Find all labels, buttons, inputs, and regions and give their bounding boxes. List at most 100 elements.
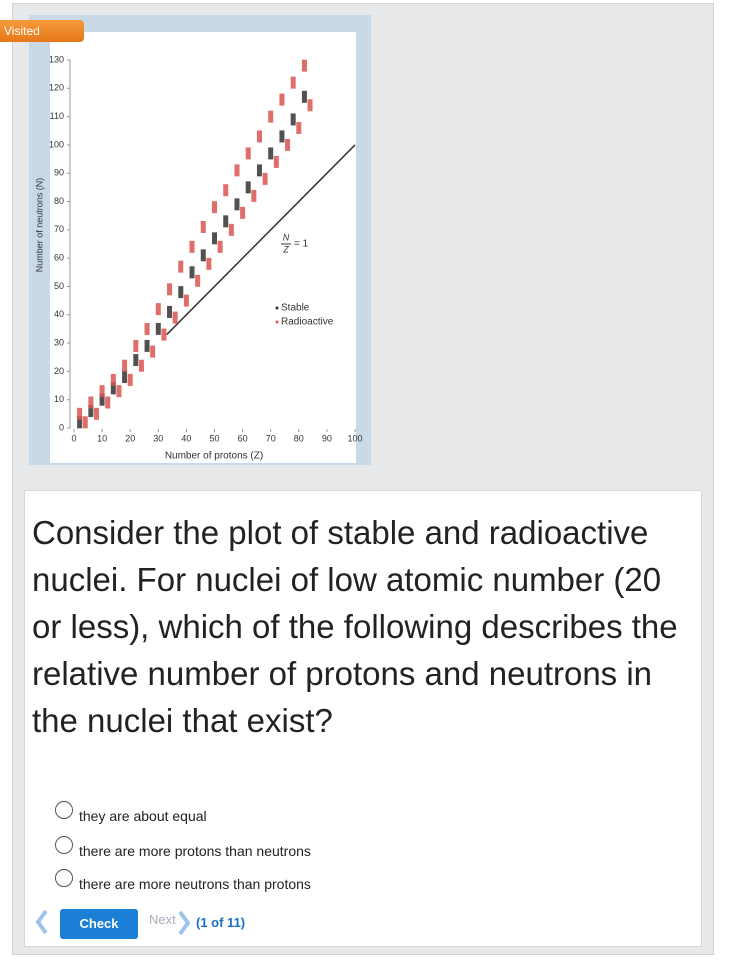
point (178, 286, 184, 299)
point (150, 345, 156, 358)
point (279, 130, 285, 143)
y-tick-label: 120 (49, 83, 64, 93)
point (273, 155, 279, 168)
annotation-text: = 1 (294, 239, 309, 250)
next-arrow[interactable] (177, 910, 191, 936)
point (116, 385, 122, 398)
y-tick-label: 60 (54, 253, 64, 263)
point (189, 266, 195, 279)
point (155, 322, 161, 335)
y-tick-label: 50 (54, 281, 64, 291)
x-tick-label: 40 (181, 433, 191, 443)
radio[interactable] (55, 801, 73, 819)
y-tick-label: 40 (54, 309, 64, 319)
point (217, 240, 223, 253)
point (138, 359, 144, 372)
point (223, 184, 229, 197)
point (82, 416, 88, 429)
option-text: they are about equal (79, 808, 207, 824)
option[interactable]: they are about equal (55, 801, 207, 825)
point (105, 396, 111, 409)
x-tick-label: 0 (71, 433, 76, 443)
point (77, 416, 83, 429)
point (99, 393, 105, 406)
point (178, 260, 184, 273)
back-button[interactable] (35, 909, 49, 935)
y-tick-label: 110 (50, 111, 64, 121)
point (285, 138, 291, 151)
visited-badge: Visited (0, 20, 84, 42)
progress: (1 of 11) (196, 915, 246, 930)
y-tick-label: 80 (54, 196, 64, 206)
point (88, 396, 94, 409)
question-card: Consider the plot of stable and radioact… (24, 490, 702, 947)
point (240, 206, 246, 219)
point (110, 382, 116, 395)
x-tick-label: 70 (266, 433, 276, 443)
point (256, 164, 262, 177)
chart: Number of protons (Z) Number of neutrons… (29, 15, 371, 465)
x-tick-label: 30 (153, 433, 163, 443)
point (172, 311, 178, 324)
point (88, 405, 94, 418)
point (290, 113, 296, 126)
option[interactable]: there are more protons than neutrons (55, 836, 311, 860)
y-tick-label: 100 (49, 139, 64, 149)
radio[interactable] (55, 836, 73, 854)
point (144, 322, 150, 335)
option-text: there are more protons than neutrons (79, 843, 311, 859)
option[interactable]: there are more neutrons than protons (55, 869, 311, 893)
point (93, 407, 99, 420)
point (122, 371, 128, 384)
option-text: there are more neutrons than protons (79, 876, 311, 892)
annotation-denominator: Z (282, 244, 289, 254)
point (155, 303, 161, 316)
x-axis-label: Number of protons (Z) (165, 451, 263, 462)
plot-area (50, 32, 356, 463)
point (245, 181, 251, 194)
y-tick-label: 70 (54, 224, 64, 234)
point (212, 201, 217, 214)
point (251, 189, 257, 202)
y-tick-label: 20 (54, 366, 64, 376)
legend-marker (275, 306, 279, 310)
y-tick-label: 130 (49, 54, 64, 64)
point (110, 373, 116, 386)
point (99, 385, 105, 398)
point (183, 294, 189, 307)
point (122, 359, 128, 372)
point (133, 354, 139, 367)
point (290, 76, 296, 89)
point (245, 147, 251, 160)
x-tick-label: 90 (322, 433, 332, 443)
point (195, 274, 201, 287)
radio[interactable] (55, 869, 73, 887)
point (161, 328, 167, 341)
x-tick-label: 100 (347, 433, 362, 443)
y-tick-label: 0 (59, 422, 64, 432)
x-tick-label: 50 (209, 433, 219, 443)
legend-label: Stable (281, 303, 310, 314)
x-tick-label: 20 (125, 433, 135, 443)
x-tick-label: 80 (294, 433, 304, 443)
point (200, 249, 206, 262)
point (234, 198, 240, 211)
point (206, 257, 212, 270)
legend-marker (275, 320, 279, 324)
point (127, 373, 133, 386)
point (301, 59, 307, 72)
y-tick-label: 90 (54, 168, 64, 178)
point (279, 93, 285, 106)
reference-line (166, 144, 356, 336)
point (200, 221, 206, 234)
point (234, 164, 240, 177)
point (268, 110, 274, 123)
point (228, 223, 234, 236)
check-button[interactable]: Check (60, 909, 138, 939)
next-button[interactable]: Next (149, 912, 176, 927)
point (77, 407, 83, 420)
point (256, 130, 262, 143)
point (189, 240, 195, 253)
legend-label: Radioactive (281, 317, 334, 328)
